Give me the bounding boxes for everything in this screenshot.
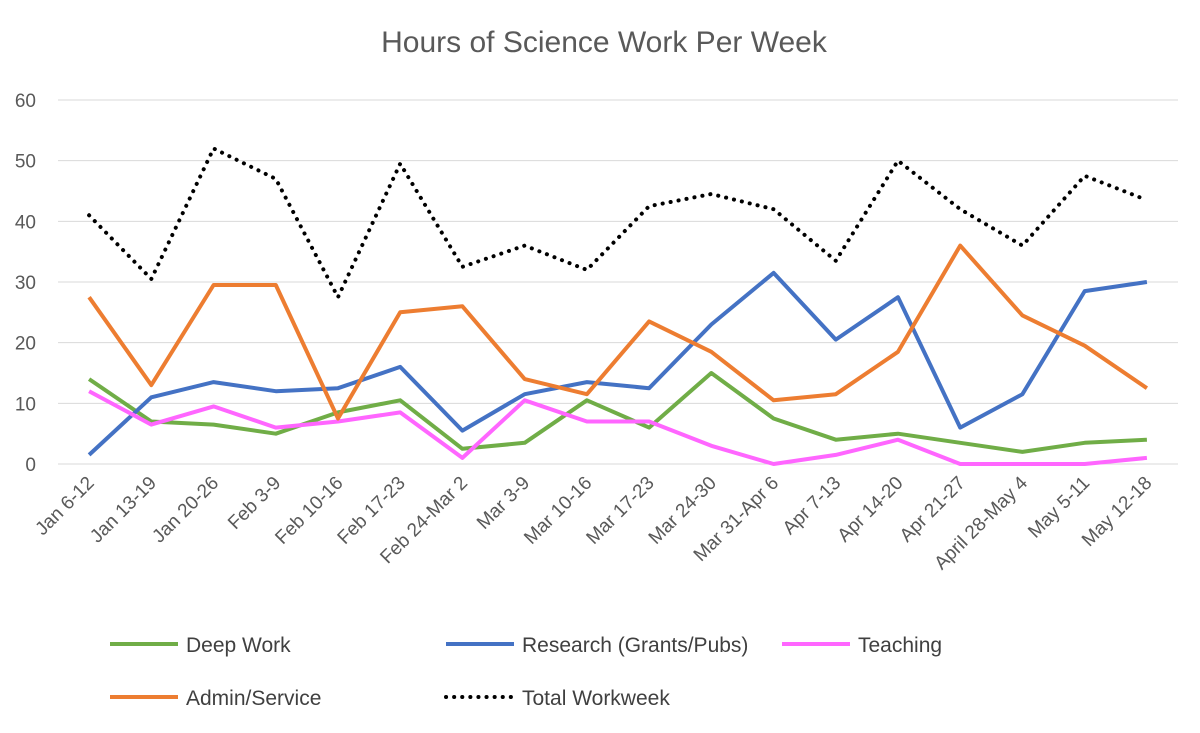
y-tick-label: 10 (15, 394, 36, 415)
x-tick-label: Jan 13-19 (86, 473, 161, 548)
legend-label: Research (Grants/Pubs) (522, 634, 748, 657)
y-tick-label: 50 (15, 152, 36, 173)
y-tick-label: 0 (25, 455, 36, 476)
legend-label: Admin/Service (186, 687, 321, 710)
legend-item-total-workweek: Total Workweek (444, 687, 670, 710)
series-lines (87, 146, 1149, 466)
x-tick-label: Jan 20-26 (148, 473, 223, 548)
legend-label: Teaching (858, 634, 942, 657)
legend-item-research-grants-pubs: Research (Grants/Pubs) (446, 634, 748, 657)
legend-label: Deep Work (186, 634, 291, 657)
series-line-deep-work (87, 371, 1147, 454)
chart-title: Hours of Science Work Per Week (381, 26, 828, 59)
y-tick-label: 20 (15, 334, 36, 355)
legend-item-deep-work: Deep Work (110, 634, 291, 657)
series-line-admin-service (87, 243, 1149, 421)
legend-item-teaching: Teaching (782, 634, 942, 657)
legend-item-admin-service: Admin/Service (110, 687, 321, 710)
y-tick-label: 60 (15, 91, 36, 112)
series-line-total-workweek (87, 146, 1149, 300)
y-axis-ticks: 0 10 20 30 40 50 60 (15, 91, 36, 476)
series-line-research-grants-pubs (87, 270, 1148, 457)
legend: Deep Work Research (Grants/Pubs) Teaching A… (110, 634, 942, 710)
series-line-teaching (88, 389, 1148, 466)
legend-label: Total Workweek (522, 687, 670, 710)
x-tick-label: Mar 3-9 (473, 473, 534, 534)
x-tick-label: Apr 14-20 (834, 473, 908, 547)
x-tick-label: Feb 3-9 (224, 473, 285, 534)
y-tick-label: 40 (15, 212, 36, 233)
gridlines (58, 99, 1178, 465)
y-tick-label: 30 (15, 273, 36, 294)
